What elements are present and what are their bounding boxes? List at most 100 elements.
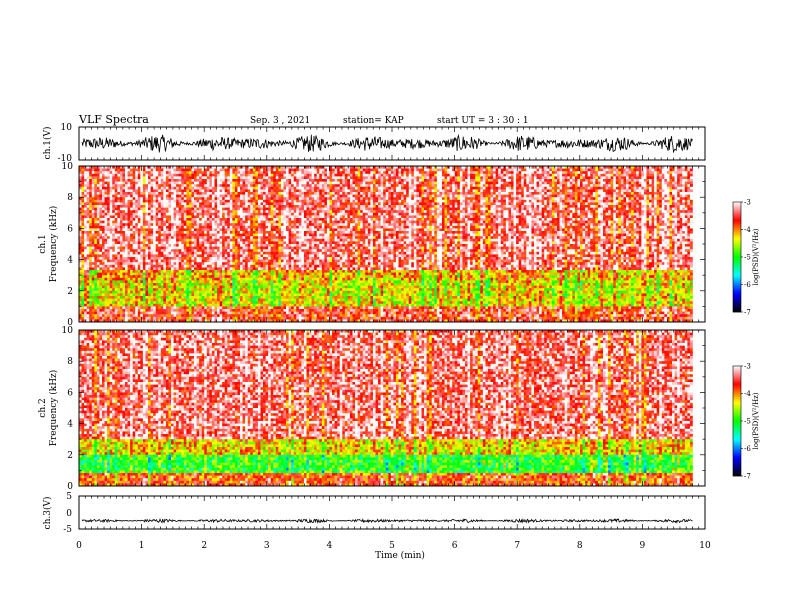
ch1-spectrogram-cell — [145, 184, 149, 188]
ch1-spectrogram-cell — [214, 259, 218, 263]
ch1-spectrogram-cell — [183, 280, 187, 284]
ch1-spectrogram-cell — [227, 303, 231, 307]
ch1-spectrogram-cell — [252, 293, 256, 297]
ch1-spectrogram-cell — [280, 233, 284, 237]
ch1-spectrogram-cell — [214, 277, 218, 281]
ch1-spectrogram-cell — [171, 231, 174, 234]
ch1-spectrogram-cell — [273, 296, 277, 299]
ch1-spectrogram-cell — [204, 173, 208, 177]
ch1-spectrogram-cell — [107, 181, 110, 185]
ch1-spectrogram-cell — [122, 316, 126, 320]
ch1-spectrogram-cell — [94, 259, 98, 263]
ch1-spectrogram-cell — [255, 184, 259, 188]
ch1-spectrogram-cell — [206, 205, 210, 208]
ch1-spectrogram-cell — [158, 283, 162, 286]
ch1-spectrogram-cell — [145, 259, 149, 263]
ch1-spectrogram-cell — [199, 254, 202, 258]
ch1-spectrogram-cell — [237, 181, 241, 185]
ch1-spectrogram-cell — [150, 285, 154, 289]
ch1-spectrogram-cell — [137, 236, 141, 240]
ch1-spectrogram-cell — [199, 194, 202, 198]
ch1-spectrogram-cell — [160, 298, 164, 302]
ch1-spectrogram-cell — [89, 311, 93, 315]
ch1-spectrogram-cell — [114, 290, 118, 294]
ch1-spectrogram-cell — [240, 251, 243, 255]
ch1-spectrogram-cell — [224, 280, 228, 284]
ch1-spectrogram-cell — [201, 277, 205, 281]
ch1-spectrogram-cell — [107, 280, 110, 284]
ch1-spectrogram-cell — [199, 280, 202, 284]
ch1-spectrogram-cell — [260, 231, 264, 234]
ch1-spectrogram-cell — [148, 179, 151, 182]
ch1-spectrogram-cell — [117, 296, 121, 299]
ch1-spectrogram-cell — [114, 270, 118, 273]
ch1-spectrogram-cell — [265, 251, 269, 255]
ch1-spectrogram-cell — [245, 249, 249, 253]
ch1-spectrogram-cell — [268, 231, 272, 234]
ch1-spectrogram-cell — [196, 238, 200, 242]
ch1-spectrogram-cell — [140, 215, 144, 219]
ch1-spectrogram-cell — [227, 212, 231, 216]
ch1-spectrogram-cell — [173, 306, 177, 310]
ch1-spectrogram-cell — [255, 314, 259, 318]
ch1-spectrogram-cell — [109, 309, 113, 312]
ch1-spectrogram-cell — [122, 288, 126, 292]
ch1-spectrogram-cell — [150, 267, 154, 271]
ch1-spectrogram-cell — [237, 293, 241, 297]
ch1-spectrogram-cell — [160, 173, 164, 177]
ch1-spectrogram-cell — [142, 220, 146, 224]
ch1-spectrogram-cell — [114, 192, 118, 195]
ch1-spectrogram-cell — [245, 212, 249, 216]
ch1-spectrogram-cell — [199, 283, 202, 286]
ch1-spectrogram-cell — [257, 207, 261, 211]
ch1-spectrogram-cell — [194, 293, 197, 297]
ch1-spectrogram-cell — [188, 241, 192, 245]
ch1-spectrogram-cell — [199, 215, 202, 219]
ch1-spectrogram-cell — [163, 171, 167, 175]
ch1-spectrogram-cell — [224, 184, 228, 188]
ch1-spectrogram-cell — [260, 319, 264, 323]
ch1-spectrogram-cell — [160, 283, 164, 286]
ch1-spectrogram-cell — [194, 218, 197, 221]
ch1-spectrogram-cell — [219, 173, 223, 177]
ch1-spectrogram-cell — [188, 179, 192, 182]
ch1-spectrogram-cell — [99, 301, 103, 305]
ch1-spectrogram-cell — [191, 277, 195, 281]
ch1-spectrogram-cell — [268, 301, 272, 305]
ch1-spectrogram-cell — [245, 228, 249, 232]
ch1-spectrogram-cell — [255, 173, 259, 177]
ch1-spectrogram-cell — [273, 306, 277, 310]
ch1-spectrogram-cell — [135, 205, 139, 208]
ch1-spectrogram-cell — [135, 275, 139, 279]
ch1-spectrogram-cell — [196, 314, 200, 318]
ch1-spectrogram-cell — [278, 296, 282, 299]
ch1-spectrogram-cell — [132, 264, 136, 268]
ch1-spectrogram-cell — [160, 210, 164, 214]
ch1-spectrogram-cell — [247, 194, 251, 198]
ch1-spectrogram-cell — [224, 171, 228, 175]
ch1-spectrogram-cell — [201, 166, 205, 169]
ch1-spectrogram-cell — [160, 236, 164, 240]
ch1-spectrogram-cell — [263, 231, 266, 234]
ch1-spectrogram-cell — [222, 314, 226, 318]
ch1-spectrogram-cell — [91, 212, 95, 216]
ch1-spectrogram-cell — [84, 176, 87, 180]
ch1-spectrogram-cell — [117, 228, 121, 232]
ch1-spectrogram-cell — [234, 233, 238, 237]
ch1-spectrogram-cell — [181, 288, 185, 292]
ch1-spectrogram-cell — [148, 311, 151, 315]
ch1-spectrogram-cell — [140, 267, 144, 271]
ch1-spectrogram-cell — [214, 194, 218, 198]
ch1-spectrogram-cell — [245, 197, 249, 201]
ch1-spectrogram-cell — [109, 254, 113, 258]
ch1-spectrogram-cell — [183, 257, 187, 260]
ch1-spectrogram-cell — [224, 238, 228, 242]
ch1-spectrogram-cell — [275, 215, 279, 219]
ch1-spectrogram-cell — [247, 257, 251, 260]
ch1-spectrogram-cell — [219, 207, 223, 211]
ch1-spectrogram-cell — [145, 176, 149, 180]
ch1-spectrogram-cell — [265, 249, 269, 253]
ch1-spectrogram-cell — [199, 233, 202, 237]
ch1-spectrogram-cell — [145, 275, 149, 279]
ch1-spectrogram-cell — [217, 225, 220, 229]
